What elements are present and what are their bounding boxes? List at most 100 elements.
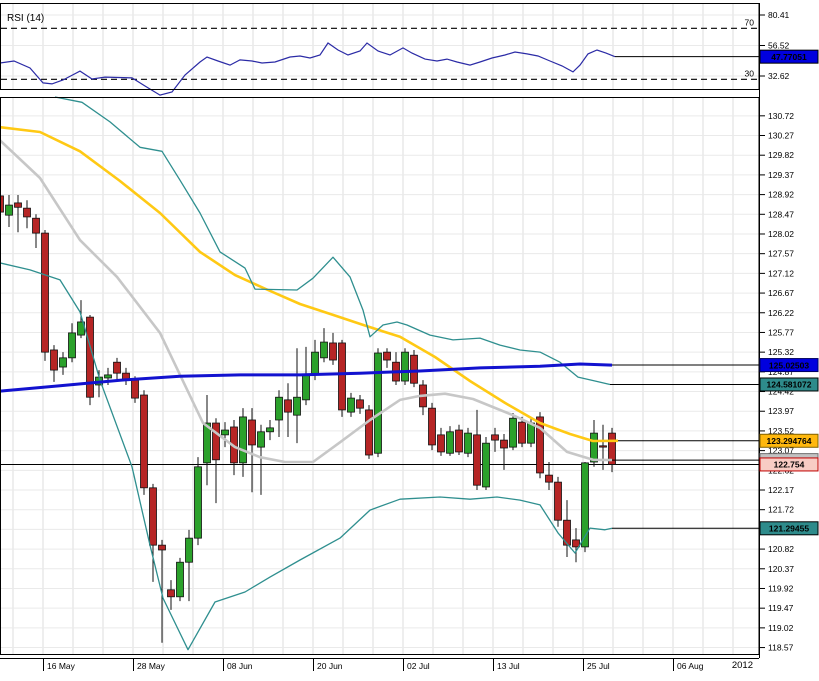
price-axis-label: 123.52 (768, 426, 794, 436)
candle (581, 462, 589, 548)
candle (464, 432, 472, 454)
price-axis-label: 128.02 (768, 229, 794, 239)
candle (563, 519, 571, 546)
candle (509, 417, 517, 448)
candle (194, 466, 202, 539)
date-label: 08 Jun (227, 661, 253, 671)
candle (86, 316, 94, 398)
price-axis-label: 129.82 (768, 150, 794, 160)
candle (104, 374, 112, 379)
candle (149, 487, 157, 546)
bb-lower-value-badge: 121.29455 (759, 521, 819, 536)
bb-upper-value-badge-bg (759, 377, 819, 392)
price-axis-label: 130.72 (768, 111, 794, 121)
rsi-panel: 70 30 RSI (14) (0, 13, 759, 96)
candle (491, 434, 499, 441)
date-label: 06 Aug (677, 661, 704, 671)
candle (176, 561, 184, 598)
bb-lower-value-badge-text: 121.29455 (769, 524, 809, 534)
rsi-axis-label: 32.62 (768, 71, 790, 81)
candle (59, 357, 67, 368)
rsi-axis-label: 56.52 (768, 40, 790, 50)
candle (329, 342, 337, 361)
rsi-axis-label: 80.41 (768, 10, 790, 20)
date-label: 20 Jun (317, 661, 343, 671)
candle (383, 351, 391, 361)
price-axis-label: 123.97 (768, 406, 794, 416)
price-axis-label: 130.27 (768, 131, 794, 141)
candle (113, 361, 121, 374)
candle (518, 421, 526, 444)
current-price-badge: 122.754 (759, 457, 819, 472)
candle (500, 439, 508, 449)
rsi-value-badge: 47.77051 (759, 49, 819, 64)
candle (158, 544, 166, 551)
candle (32, 217, 40, 234)
date-label: 28 May (137, 661, 166, 671)
bb-lower-line (0, 262, 613, 651)
candle (599, 445, 607, 448)
ma-blue-value-badge-text: 125.02503 (769, 360, 809, 370)
year-label: 2012 (732, 660, 753, 671)
price-axis-label: 119.92 (768, 583, 794, 593)
candle (248, 419, 256, 446)
price-axis-label: 121.72 (768, 505, 794, 515)
date-axis[interactable]: 16 May 28 May 08 Jun 20 Jun 02 Jul 13 Jul 25 J… (0, 658, 759, 671)
candle (50, 349, 58, 371)
candle (374, 352, 382, 454)
ma-yellow-line (0, 125, 619, 443)
date-label: 25 Jul (587, 661, 610, 671)
candle (311, 351, 319, 376)
candle (41, 232, 49, 353)
candle (212, 422, 220, 461)
candle (554, 481, 562, 521)
rsi-oversold-label: 30 (745, 68, 755, 78)
price-axis-label: 126.67 (768, 288, 794, 298)
price-axis-label: 128.47 (768, 209, 794, 219)
price-axis-label: 119.02 (768, 623, 794, 633)
price-axis-label: 120.37 (768, 564, 794, 574)
price-axis-label: 118.57 (768, 643, 794, 653)
candle (482, 442, 490, 488)
price-axis-label: 119.47 (768, 603, 794, 613)
candle (302, 374, 310, 401)
rsi-value-badge-text: 47.77051 (771, 52, 807, 62)
candle (365, 409, 373, 456)
candle (572, 539, 580, 548)
candle (347, 397, 355, 413)
candle (437, 434, 445, 453)
date-label: 16 May (47, 661, 76, 671)
current-price-badge-text: 122.754 (774, 460, 805, 470)
price-axis-label: 129.37 (768, 170, 794, 180)
bb-lower-value-badge-bg (759, 521, 819, 536)
rsi-overbought-label: 70 (745, 17, 755, 27)
date-label: 13 Jul (497, 661, 520, 671)
price-axis-label: 126.22 (768, 308, 794, 318)
candle (590, 432, 598, 463)
candle (185, 537, 193, 563)
candle (167, 589, 175, 598)
price-axis-label: 123.07 (768, 446, 794, 456)
price-axis-label: 127.12 (768, 268, 794, 278)
candle (131, 379, 139, 399)
candle (203, 422, 211, 464)
price-axis-label: 120.82 (768, 544, 794, 554)
candle (0, 195, 4, 213)
price-axis-label: 124.42 (768, 387, 794, 397)
bb-upper-line (54, 96, 611, 386)
candle (410, 354, 418, 384)
price-axis-label: 128.92 (768, 190, 794, 200)
candle (266, 427, 274, 433)
date-label: 02 Jul (407, 661, 430, 671)
price-axis-label: 127.57 (768, 249, 794, 259)
candle (293, 396, 301, 416)
candle (338, 342, 346, 411)
current-price-badge-bg (759, 457, 819, 472)
price-axis-label: 122.17 (768, 485, 794, 495)
ma-yellow-value-badge-text: 123.294764 (767, 436, 812, 446)
ma-gray-line (0, 139, 613, 464)
candle (257, 431, 265, 448)
